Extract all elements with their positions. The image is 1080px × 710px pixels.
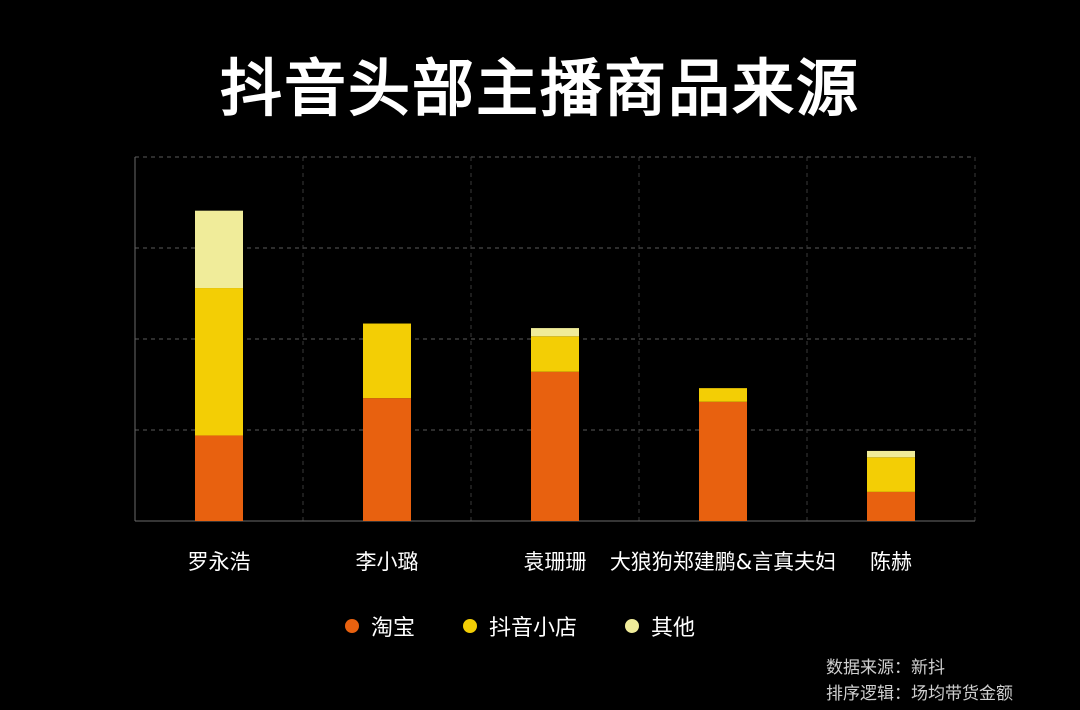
x-tick-label-3: 大狼狗郑建鹏&言真夫妇 xyxy=(610,550,836,574)
legend-label-taobao: 淘宝 xyxy=(371,616,416,641)
bar-1-series-0 xyxy=(363,398,411,521)
legend: 淘宝 抖音小店 其他 xyxy=(345,610,695,642)
bar-4-series-0 xyxy=(867,491,915,521)
data-source-note: 数据来源：新抖 xyxy=(826,658,945,678)
chart-title: 抖音头部主播商品来源 xyxy=(219,52,860,125)
bar-2-series-0 xyxy=(531,371,579,521)
footer-notes: 数据来源：新抖 排序逻辑：场均带货金额 xyxy=(826,655,1013,707)
legend-dot-douyin-store xyxy=(463,619,478,633)
x-tick-label-0: 罗永浩 xyxy=(188,550,251,574)
bar-1-series-1 xyxy=(363,323,411,399)
legend-label-douyin-store: 抖音小店 xyxy=(489,616,578,641)
bar-3-series-1 xyxy=(699,388,747,402)
bar-3-series-0 xyxy=(699,401,747,521)
legend-dot-other xyxy=(625,619,640,633)
legend-dot-taobao xyxy=(345,619,359,633)
legend-item-other: 其他 xyxy=(625,610,695,642)
bar-2-series-2 xyxy=(531,328,579,337)
sort-logic-note: 排序逻辑：场均带货金额 xyxy=(826,684,1013,704)
legend-item-taobao: 淘宝 xyxy=(345,610,415,642)
bar-0-series-0 xyxy=(195,435,243,521)
bar-2-series-1 xyxy=(531,336,579,372)
legend-label-other: 其他 xyxy=(651,616,696,641)
legend-item-douyin-store: 抖音小店 xyxy=(463,610,577,642)
bar-0-series-2 xyxy=(195,210,243,289)
x-tick-label-1: 李小璐 xyxy=(356,550,419,574)
bar-4-series-1 xyxy=(867,457,915,492)
bar-4-series-2 xyxy=(867,450,915,458)
bar-0-series-1 xyxy=(195,288,243,436)
x-tick-label-2: 袁珊珊 xyxy=(524,550,587,574)
x-tick-label-4: 陈赫 xyxy=(870,550,912,574)
